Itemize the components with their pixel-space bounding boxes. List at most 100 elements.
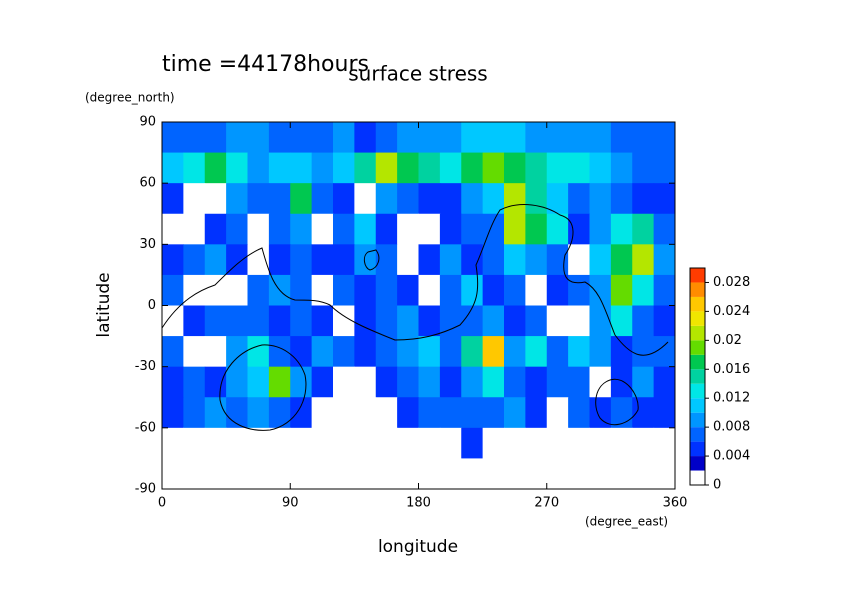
colorbar-swatch	[690, 354, 705, 370]
cell	[589, 183, 612, 215]
cell	[504, 274, 526, 306]
cell	[247, 244, 270, 276]
cell	[354, 336, 377, 368]
cell	[418, 458, 441, 490]
cell	[354, 366, 377, 398]
cell	[439, 183, 462, 215]
cell	[632, 305, 655, 337]
cell	[525, 366, 548, 398]
colorbar-label: 0	[713, 478, 721, 493]
cell	[482, 274, 505, 306]
cell	[504, 366, 526, 398]
cell	[461, 213, 484, 245]
colorbar-swatch	[690, 325, 705, 341]
cell	[268, 122, 291, 154]
cell	[568, 152, 590, 184]
colorbar-frame	[689, 267, 706, 486]
cell	[568, 336, 590, 368]
cell	[333, 305, 355, 337]
cell	[290, 274, 313, 306]
cell	[589, 427, 612, 459]
cell	[162, 305, 184, 337]
cell	[204, 183, 227, 215]
cell	[290, 427, 313, 459]
cell	[311, 427, 334, 459]
cell	[568, 213, 590, 245]
chart-title: surface stress	[348, 62, 487, 86]
cell	[311, 397, 334, 429]
cell	[333, 427, 355, 459]
cell	[653, 274, 676, 306]
cell	[482, 244, 505, 276]
cell	[461, 366, 484, 398]
x-tick-label: 0	[158, 496, 166, 511]
cell	[653, 427, 676, 459]
cell	[632, 336, 655, 368]
cell	[546, 152, 569, 184]
cell	[568, 305, 590, 337]
cell	[439, 274, 462, 306]
cell	[589, 152, 612, 184]
cell	[418, 152, 441, 184]
cell	[354, 458, 377, 490]
cell	[333, 366, 355, 398]
x-units: (degree_east)	[585, 515, 668, 529]
cell	[653, 366, 676, 398]
cell	[653, 152, 676, 184]
cell	[333, 183, 355, 215]
cell	[162, 397, 184, 429]
cell	[290, 183, 313, 215]
cell	[354, 213, 377, 245]
cell	[311, 183, 334, 215]
cell	[204, 397, 227, 429]
cell	[461, 305, 484, 337]
cell	[375, 183, 398, 215]
cell	[418, 366, 441, 398]
colorbar-label: 0.012	[713, 391, 750, 406]
coastline	[363, 249, 380, 271]
cell	[397, 458, 419, 490]
cell	[333, 122, 355, 154]
cell	[546, 122, 569, 154]
y-axis-label: latitude	[94, 272, 114, 337]
y-tick-label: 60	[139, 176, 156, 191]
cell	[183, 397, 206, 429]
cell	[397, 244, 419, 276]
cell	[397, 152, 419, 184]
cell	[247, 305, 270, 337]
cell	[247, 336, 270, 368]
y-units: (degree_north)	[85, 91, 175, 105]
cell	[268, 336, 291, 368]
coastlines	[161, 204, 669, 431]
y-tick-label: 30	[139, 237, 156, 252]
x-tick-label: 90	[282, 496, 299, 511]
cell	[482, 427, 505, 459]
cell	[162, 274, 184, 306]
cell	[311, 213, 334, 245]
cell	[525, 122, 548, 154]
cell	[333, 244, 355, 276]
cell	[610, 397, 633, 429]
cell	[162, 213, 184, 245]
cell	[247, 427, 270, 459]
cell	[461, 336, 484, 368]
cell	[504, 305, 526, 337]
cell	[568, 427, 590, 459]
cell	[589, 122, 612, 154]
cell	[610, 336, 633, 368]
cell	[162, 122, 184, 154]
cell	[183, 244, 206, 276]
cell	[632, 152, 655, 184]
cell	[482, 458, 505, 490]
cell	[504, 427, 526, 459]
colorbar-swatch	[690, 427, 705, 442]
cell	[653, 458, 676, 490]
cell	[354, 152, 377, 184]
cell	[162, 427, 184, 459]
x-tick-label: 180	[406, 496, 431, 511]
cell	[204, 274, 227, 306]
cell	[546, 213, 569, 245]
y-tick-label: -30	[135, 359, 156, 374]
cell	[439, 366, 462, 398]
cell	[375, 458, 398, 490]
